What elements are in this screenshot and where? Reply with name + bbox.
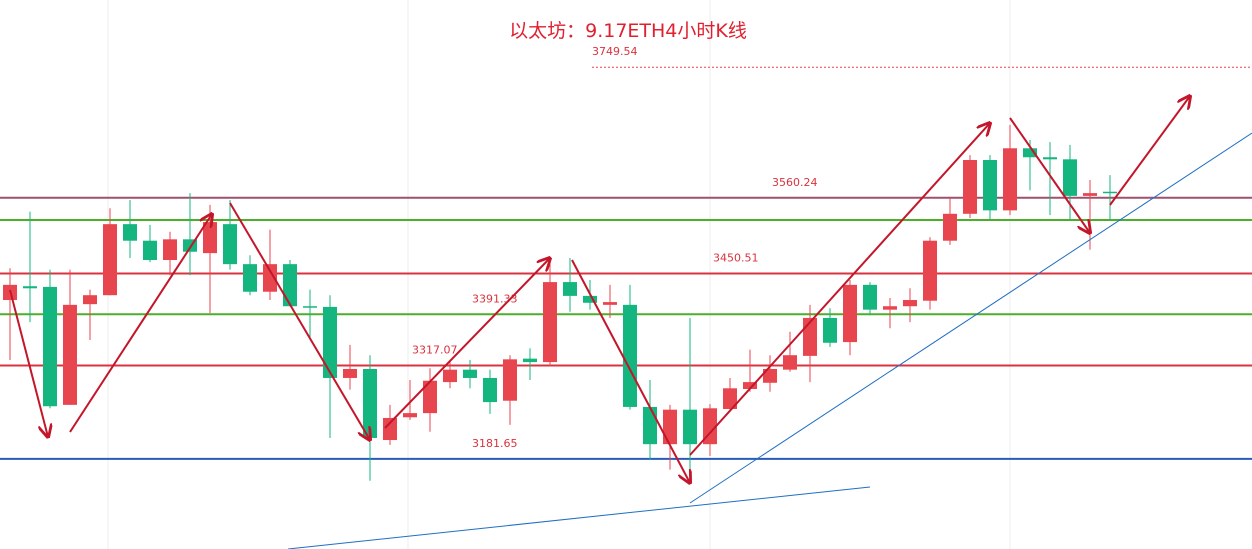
level-label: 3749.54 [592,45,638,58]
candle-body [623,304,637,407]
candle-body [883,306,897,310]
candle-body [303,306,317,308]
arrow [689,123,990,456]
candle-body [903,300,917,307]
candle-body [783,355,797,370]
candle-body [343,368,357,378]
arrow [571,259,690,483]
candle-body [423,380,437,414]
candle-body [163,239,177,261]
candle-body [863,284,877,310]
candle-body [523,358,537,363]
candle-body [503,359,517,401]
candle-body [103,224,117,296]
trendlines [287,132,1252,549]
candle-body [443,369,457,383]
candle-body [983,160,997,211]
candles [3,124,1117,481]
level-label: 3450.51 [713,251,759,264]
trendline [287,486,871,549]
candle-body [663,409,677,445]
arrow [229,202,370,440]
candle-body [823,317,837,343]
candle-body [223,224,237,265]
candle-body [63,304,77,405]
trendline [689,132,1252,504]
arrow [1109,96,1190,206]
candle-body [1003,148,1017,211]
candle-body [403,413,417,418]
level-label: 3317.07 [412,343,458,356]
candle-body [283,264,297,307]
candle-body [483,377,497,403]
candle-body [1103,191,1117,194]
candle-body [363,368,377,438]
candle-body [563,282,577,296]
candle-body [643,406,657,445]
candle-body [743,382,757,389]
arrow [69,214,212,433]
candle-body [1023,148,1037,158]
candle-body [203,222,217,254]
candle-body [843,284,857,343]
arrow [1009,117,1090,233]
candle-body [923,240,937,301]
chart-title: 以太坊：9.17ETH4小时K线 [509,20,747,42]
candle-body [123,224,137,241]
candle-body [1083,193,1097,196]
candle-body [603,302,617,305]
candle-body [463,369,477,378]
candle-body [943,213,957,241]
candle-body [963,160,977,214]
candle-body [703,408,717,445]
candle-body [243,264,257,292]
candle-body [43,286,57,407]
candle-body [263,264,277,292]
candle-body [1063,159,1077,196]
candle-body [323,306,337,378]
candle-body [683,409,697,445]
candle-body [543,282,557,363]
candle-body [1043,157,1057,160]
candle-body [143,240,157,261]
level-label: 3181.65 [472,437,518,450]
arrows [9,96,1190,483]
candle-body [763,368,777,383]
candle-body [383,417,397,441]
candle-body [723,388,737,409]
candle-body [23,286,37,289]
candle-body [583,295,597,303]
arrow [384,258,550,429]
arrow [9,289,48,437]
level-label: 3560.24 [772,176,818,189]
candle-body [83,295,97,305]
